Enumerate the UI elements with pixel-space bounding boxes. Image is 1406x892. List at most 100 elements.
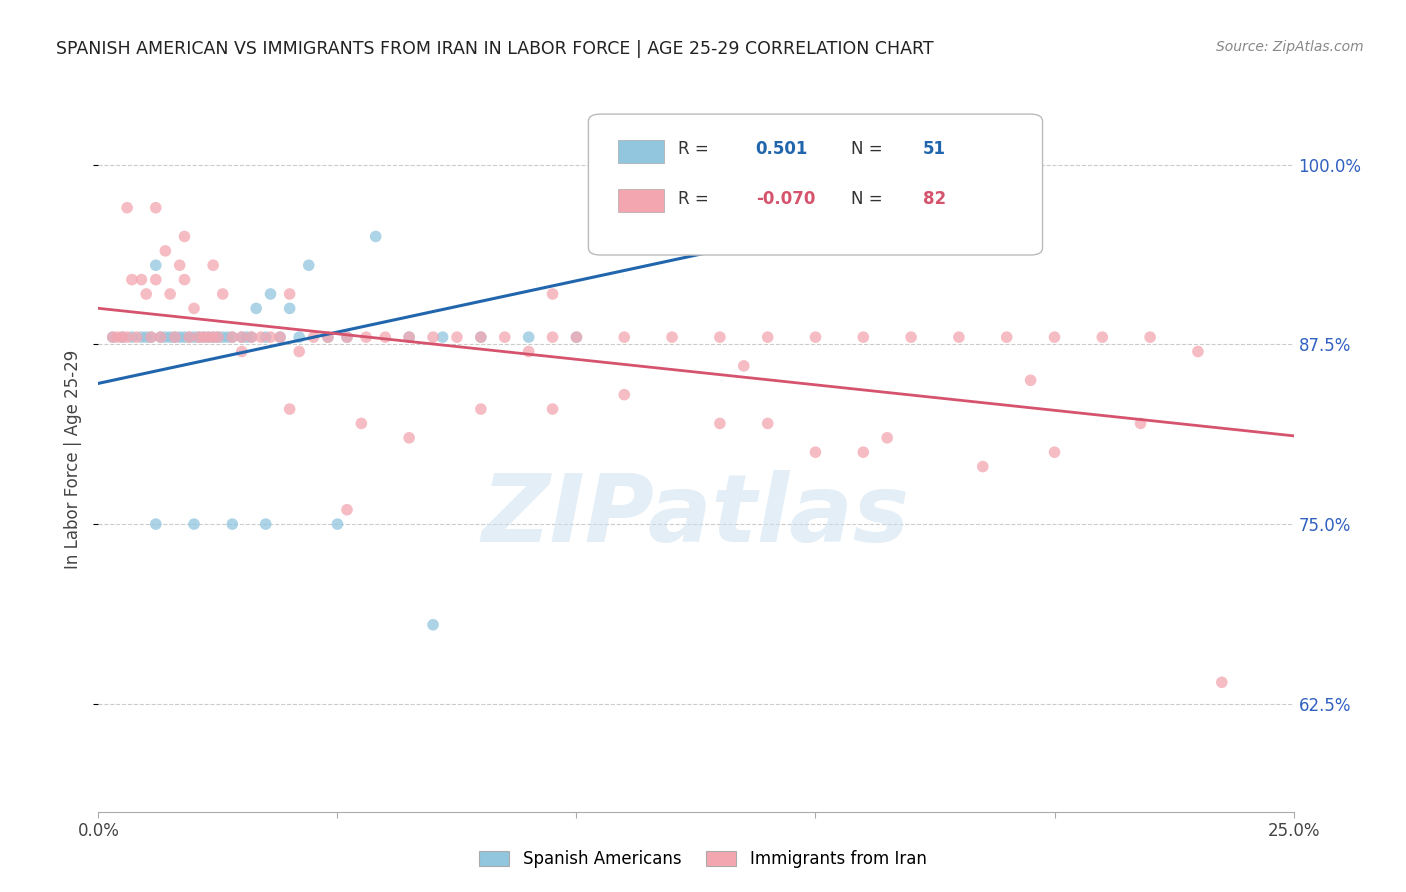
Point	[163, 330, 186, 344]
Point	[179, 330, 201, 344]
Point	[1091, 330, 1114, 344]
Point	[173, 229, 195, 244]
Point	[1139, 330, 1161, 344]
Point	[948, 330, 970, 344]
Point	[135, 330, 157, 344]
Point	[804, 445, 827, 459]
Point	[155, 244, 177, 258]
Point	[354, 330, 377, 344]
Point	[159, 330, 181, 344]
Point	[661, 157, 683, 171]
Point	[121, 330, 143, 344]
Point	[231, 344, 253, 359]
Point	[139, 330, 162, 344]
Point	[173, 272, 195, 286]
Point	[183, 517, 205, 532]
Point	[193, 330, 215, 344]
Point	[302, 330, 325, 344]
Point	[115, 201, 138, 215]
Text: ZIPatlas: ZIPatlas	[482, 470, 910, 562]
Point	[756, 330, 779, 344]
Point	[364, 229, 387, 244]
Point	[240, 330, 263, 344]
Y-axis label: In Labor Force | Age 25-29: In Labor Force | Age 25-29	[65, 350, 83, 569]
Point	[470, 330, 492, 344]
Point	[288, 330, 311, 344]
Point	[217, 330, 239, 344]
Point	[876, 431, 898, 445]
Point	[254, 330, 277, 344]
Text: R =: R =	[678, 190, 714, 208]
Point	[278, 287, 301, 301]
Point	[326, 517, 349, 532]
Point	[924, 157, 946, 171]
Point	[131, 330, 153, 344]
Point	[298, 258, 321, 272]
Point	[336, 330, 359, 344]
Text: N =: N =	[852, 190, 889, 208]
Point	[211, 330, 233, 344]
Point	[661, 330, 683, 344]
Point	[541, 402, 564, 417]
Point	[101, 330, 124, 344]
Point	[159, 287, 181, 301]
Text: 0.501: 0.501	[756, 140, 808, 158]
Point	[900, 330, 922, 344]
Point	[1129, 417, 1152, 431]
Point	[121, 272, 143, 286]
Point	[470, 402, 492, 417]
Text: N =: N =	[852, 140, 889, 158]
Point	[1043, 330, 1066, 344]
Point	[852, 330, 875, 344]
Point	[169, 330, 191, 344]
Point	[613, 330, 636, 344]
Point	[709, 330, 731, 344]
Point	[278, 402, 301, 417]
Point	[1043, 445, 1066, 459]
Point	[163, 330, 186, 344]
Point	[422, 617, 444, 632]
Point	[254, 517, 277, 532]
Point	[972, 459, 994, 474]
Point	[183, 301, 205, 316]
Text: R =: R =	[678, 140, 714, 158]
Point	[149, 330, 172, 344]
Point	[756, 157, 779, 171]
Point	[131, 272, 153, 286]
Point	[541, 287, 564, 301]
Point	[350, 417, 373, 431]
Point	[149, 330, 172, 344]
Point	[221, 330, 243, 344]
Point	[111, 330, 134, 344]
Point	[1211, 675, 1233, 690]
Point	[145, 272, 167, 286]
Bar	[619, 140, 664, 162]
Point	[470, 330, 492, 344]
Point	[202, 330, 225, 344]
Point	[183, 330, 205, 344]
Point	[187, 330, 209, 344]
Point	[398, 330, 420, 344]
Point	[1019, 373, 1042, 387]
Point	[197, 330, 219, 344]
Point	[231, 330, 253, 344]
Point	[202, 330, 225, 344]
Point	[336, 330, 359, 344]
Point	[240, 330, 263, 344]
Point	[202, 258, 225, 272]
Point	[211, 287, 233, 301]
Point	[517, 344, 540, 359]
Point	[756, 417, 779, 431]
Point	[374, 330, 396, 344]
Point	[187, 330, 209, 344]
Text: 82: 82	[924, 190, 946, 208]
Point	[494, 330, 516, 344]
Point	[231, 330, 253, 344]
Point	[422, 330, 444, 344]
Bar	[619, 189, 664, 212]
Point	[278, 301, 301, 316]
Point	[155, 330, 177, 344]
Point	[316, 330, 339, 344]
Point	[995, 330, 1018, 344]
Point	[446, 330, 468, 344]
